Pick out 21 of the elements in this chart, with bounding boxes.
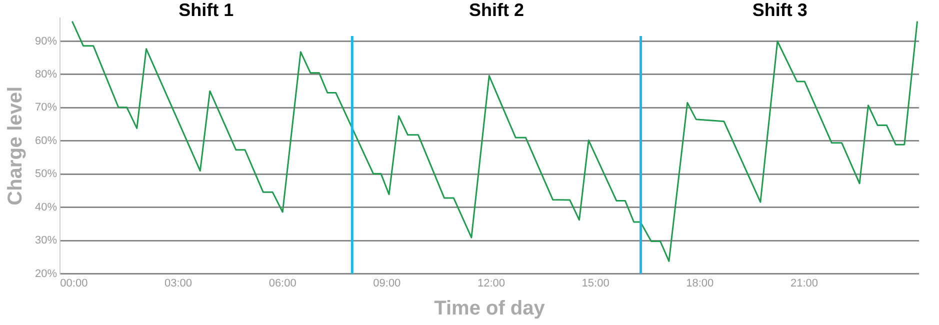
x-tick-label: 18:00 [686, 277, 714, 290]
y-tick-label: 30% [34, 234, 58, 247]
annotation: Shift 2 [468, 0, 524, 20]
y-axis-title: Charge level [4, 86, 27, 206]
y-tick-label: 60% [34, 134, 58, 147]
x-tick-label: 06:00 [268, 277, 296, 290]
x-tick-label: 21:00 [790, 277, 818, 290]
y-tick-label: 50% [34, 168, 58, 180]
x-tick-label: 00:00 [60, 277, 88, 290]
x-tick-label: 15:00 [582, 277, 610, 290]
x-axis-title: Time of day [434, 298, 546, 320]
y-tick-label: 20% [34, 268, 58, 280]
y-tick-label: 40% [34, 201, 58, 214]
annotation: Shift 1 [178, 0, 234, 20]
annotation: Shift 3 [752, 0, 808, 20]
y-tick-label: 80% [34, 68, 58, 81]
y-tick-label: 70% [34, 102, 58, 114]
x-tick-label: 09:00 [373, 277, 401, 290]
y-tick-label: 90% [34, 35, 58, 48]
x-tick-label: 12:00 [477, 277, 506, 290]
x-tick-label: 03:00 [164, 277, 192, 290]
